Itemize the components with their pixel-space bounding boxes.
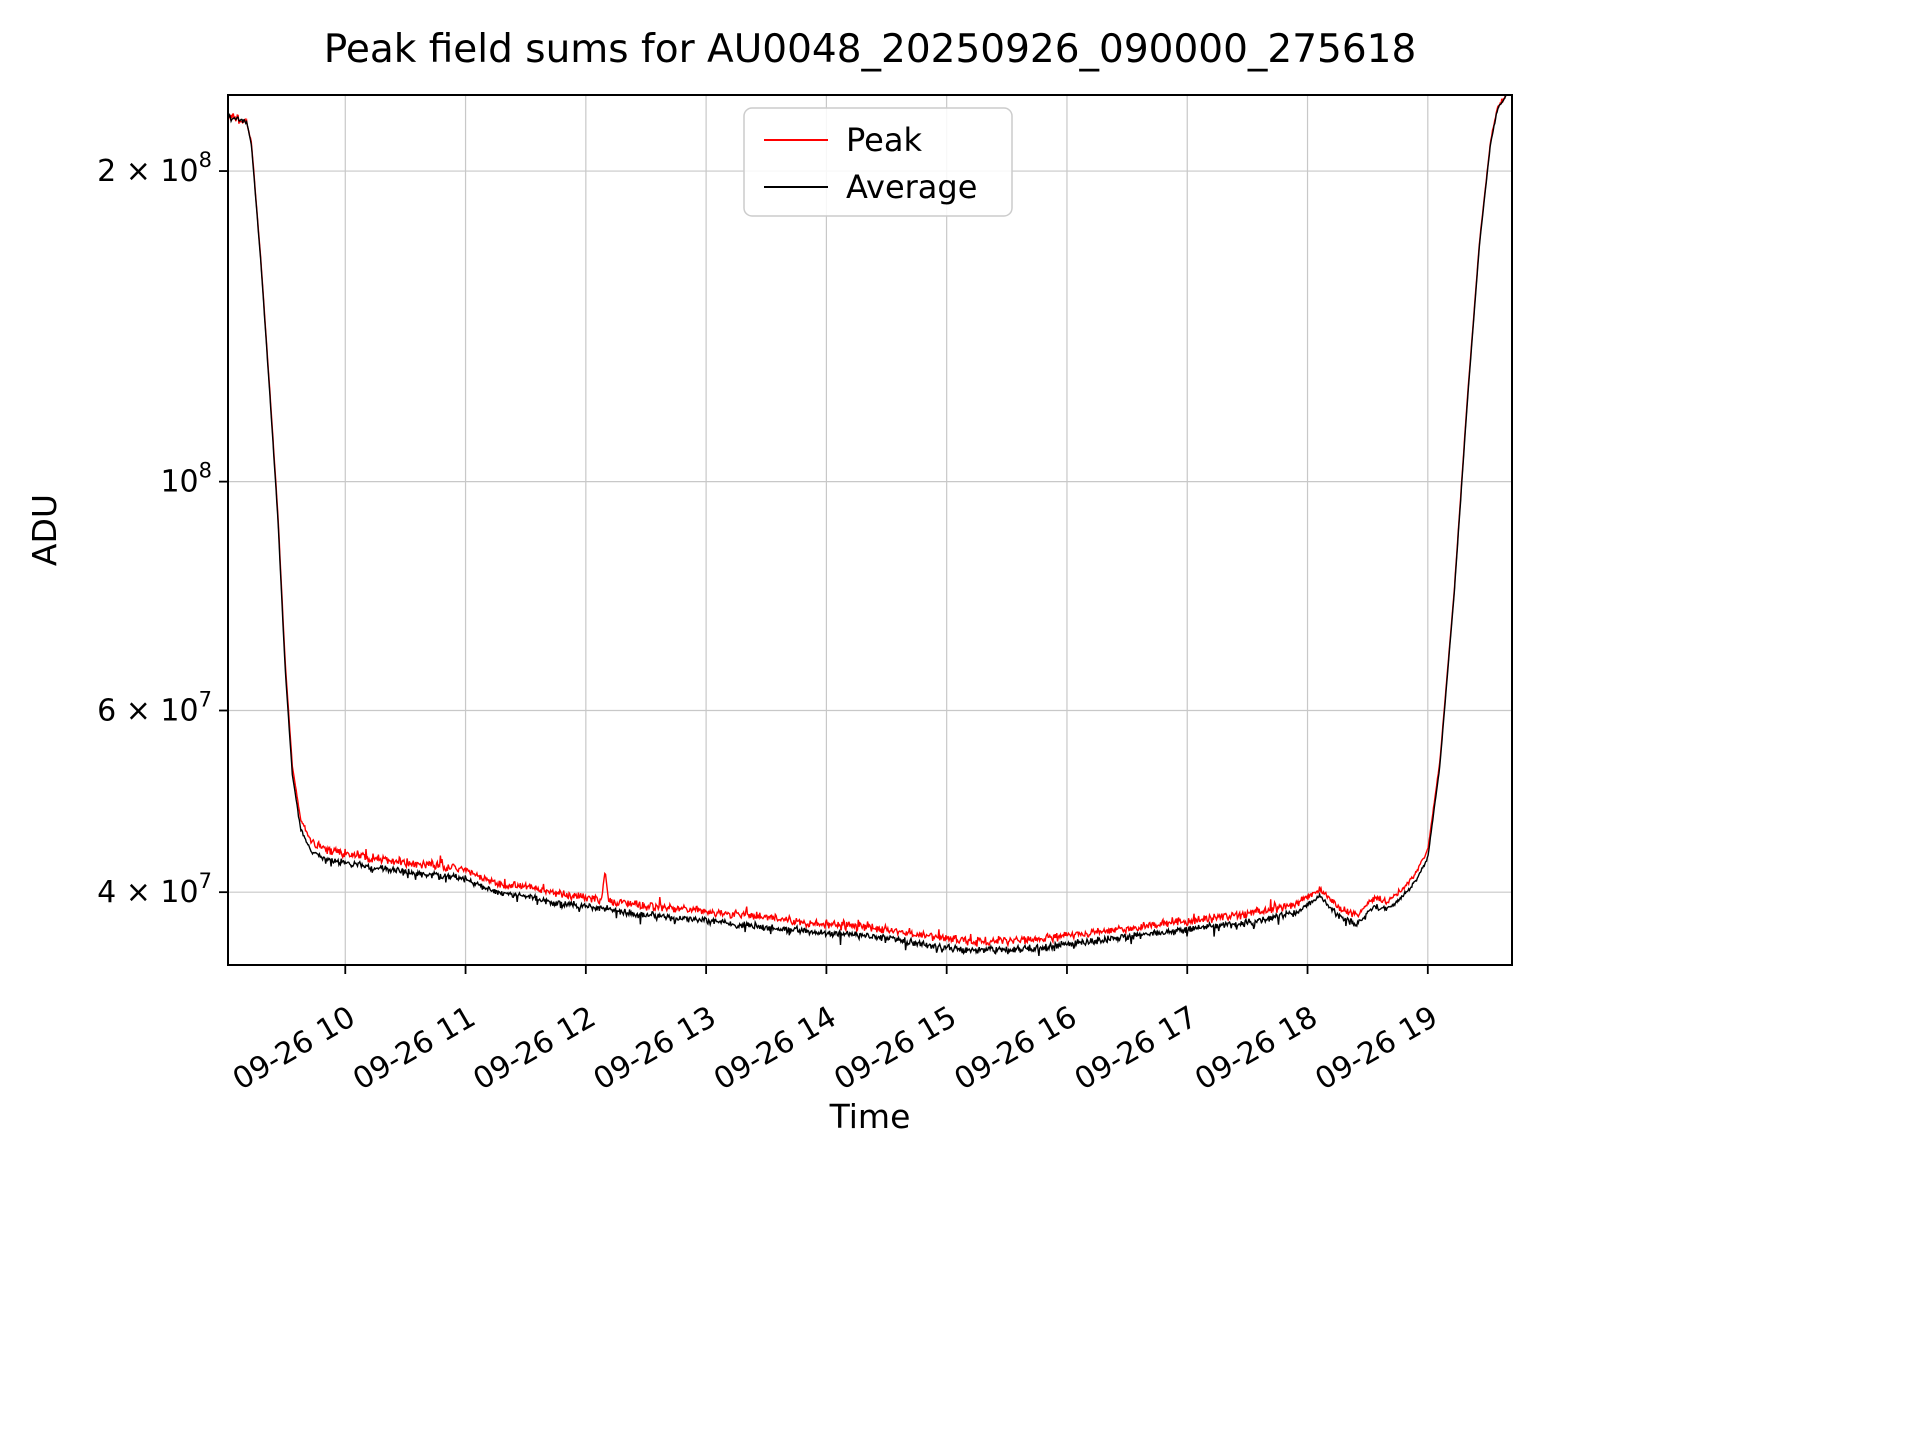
legend-label-peak: Peak	[846, 121, 922, 159]
x-axis-label: Time	[829, 1097, 911, 1136]
y-tick-label: 6 × 107	[97, 688, 212, 729]
legend: Peak Average	[743, 107, 1013, 217]
legend-box	[743, 107, 1013, 217]
series-line-peak	[228, 95, 1508, 948]
chart-title: Peak field sums for AU0048_20250926_0900…	[324, 27, 1417, 72]
y-axis-label: ADU	[25, 494, 64, 566]
series-line-average	[228, 95, 1508, 956]
legend-label-average: Average	[846, 168, 977, 206]
plot-frame	[227, 94, 1513, 966]
y-tick-label: 108	[160, 459, 212, 500]
y-tick-label: 4 × 107	[97, 869, 212, 910]
y-tick-label: 2 × 108	[97, 148, 212, 189]
tick-marks	[219, 170, 1429, 974]
series-group	[228, 95, 1508, 956]
